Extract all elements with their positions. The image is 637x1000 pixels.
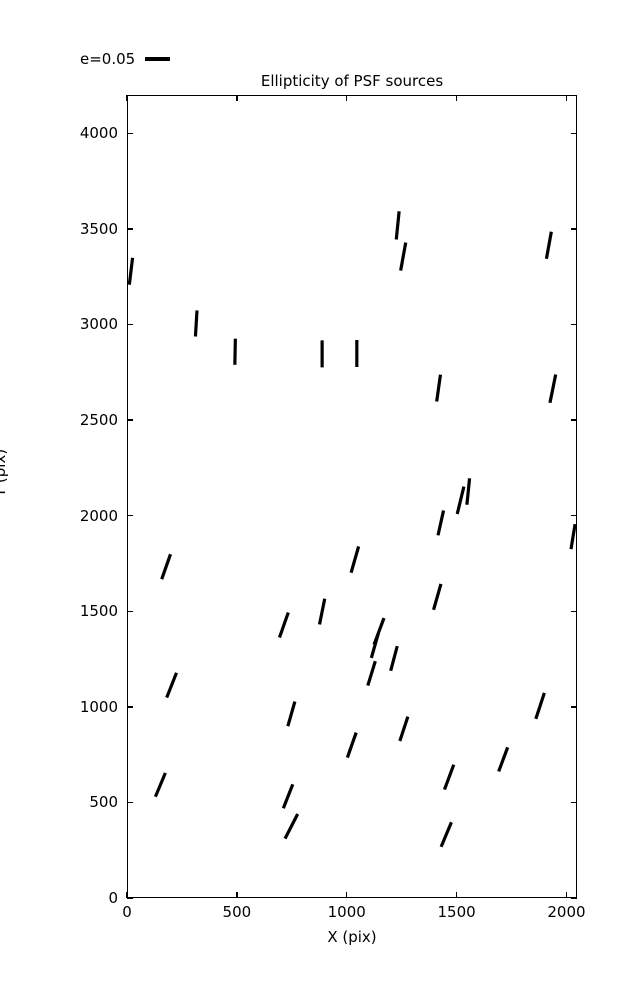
whisker-segment (372, 617, 386, 646)
whisker-segment (283, 813, 300, 840)
y-tick-label: 3500 (79, 219, 118, 238)
whisker-segment (436, 510, 446, 536)
y-tick-label: 0 (108, 889, 118, 907)
whisker-series (127, 211, 577, 848)
y-tick-mark-right (571, 419, 577, 421)
y-tick-mark-right (571, 706, 577, 708)
whisker-segment (277, 611, 290, 639)
y-tick-mark (127, 610, 133, 612)
x-tick-mark-top (346, 95, 348, 101)
whisker-segment (366, 660, 377, 687)
whisker-segment (398, 716, 410, 742)
whisker-segment (455, 486, 466, 515)
y-tick-label: 2000 (79, 506, 118, 525)
y-tick-mark (127, 514, 133, 517)
y-tick-mark-right (571, 801, 577, 804)
whisker-segment (399, 242, 408, 271)
whisker-segment (432, 583, 443, 611)
x-tick-mark-top (565, 95, 568, 101)
whisker-segment (439, 821, 453, 848)
y-axis-label: Y (pix) (0, 448, 9, 497)
whisker-segment (442, 764, 456, 791)
y-tick-label: 1500 (79, 602, 118, 621)
y-tick-label: 4000 (79, 124, 118, 143)
y-tick-mark (127, 228, 133, 230)
whisker-segment (317, 598, 327, 625)
y-tick-label: 2500 (79, 411, 118, 430)
y-tick-mark (127, 706, 133, 708)
y-tick-label: 3000 (79, 315, 118, 334)
whisker-segment (345, 732, 358, 759)
x-tick-mark-top (126, 95, 128, 101)
whisker-segment (548, 374, 558, 404)
whisker-segment (233, 338, 237, 365)
x-axis-label: X (pix) (327, 928, 377, 946)
x-tick-mark (565, 892, 568, 898)
whisker-segment (534, 692, 546, 720)
legend-scale-bar-icon (145, 57, 171, 61)
legend: e=0.05 (80, 46, 171, 72)
y-tick-mark-right (571, 132, 577, 134)
x-tick-label: 2000 (547, 903, 586, 921)
page-title: Ellipticity of PSF sources (260, 72, 444, 90)
whisker-segment (349, 546, 361, 574)
y-tick-label: 1000 (79, 697, 118, 716)
whisker-segment (286, 701, 297, 727)
whisker-segment (153, 772, 167, 798)
whisker-segment (497, 746, 510, 772)
x-tick-mark (126, 892, 128, 898)
y-tick-mark-right (571, 514, 577, 517)
x-tick-mark (236, 892, 238, 898)
plot-area (127, 95, 577, 898)
whisker-segment (127, 257, 135, 285)
whisker-segment (569, 523, 577, 550)
whisker-segment (389, 645, 399, 672)
y-tick-mark (127, 323, 133, 326)
whisker-segment (193, 310, 199, 337)
whisker-segment (394, 211, 401, 240)
y-tick-mark-right (571, 610, 577, 612)
x-tick-label: 0 (122, 903, 132, 921)
x-tick-label: 1000 (327, 903, 366, 921)
y-tick-mark (127, 132, 133, 134)
x-tick-mark-top (236, 95, 238, 101)
y-tick-mark (127, 419, 133, 421)
y-tick-mark (127, 897, 133, 899)
legend-label: e=0.05 (80, 49, 136, 68)
y-tick-label: 500 (89, 793, 118, 812)
y-tick-mark-right (571, 228, 577, 230)
whisker-segment (435, 374, 443, 402)
x-tick-mark (455, 892, 458, 898)
whisker-segment (544, 231, 553, 260)
x-tick-mark-top (455, 95, 458, 101)
whisker-segment (465, 478, 472, 505)
whisker-segment (160, 553, 173, 580)
x-tick-label: 1500 (437, 903, 476, 921)
whisker-segment (281, 783, 295, 809)
y-tick-mark-right (571, 897, 577, 899)
x-tick-mark (346, 892, 348, 898)
whisker-segment (165, 672, 178, 699)
y-tick-mark (127, 801, 133, 804)
x-tick-label: 500 (222, 903, 252, 921)
y-tick-mark-right (571, 323, 577, 326)
